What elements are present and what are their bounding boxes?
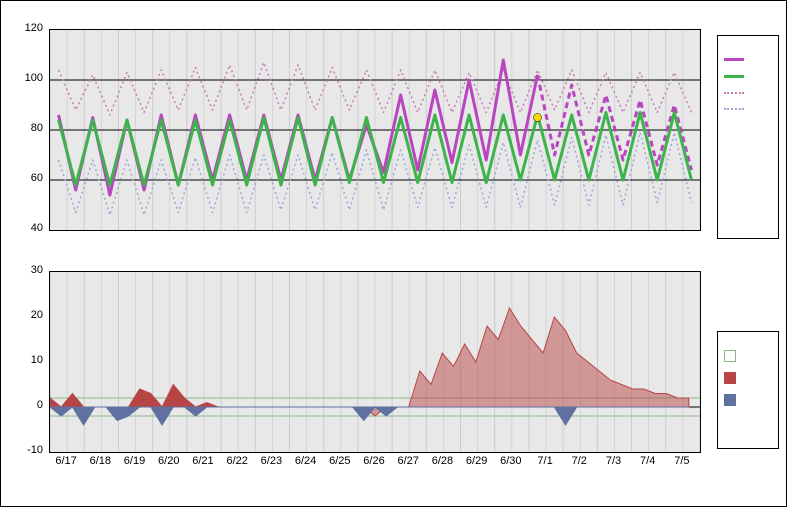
x-tick: 6/20 — [158, 455, 179, 467]
x-tick: 6/24 — [295, 455, 316, 467]
bottom-y-tick: 20 — [21, 309, 43, 321]
x-tick: 6/28 — [432, 455, 453, 467]
x-tick: 6/27 — [397, 455, 418, 467]
top-chart-wrapper — [49, 29, 701, 231]
top-legend — [717, 35, 779, 239]
top-y-tick: 60 — [21, 172, 43, 184]
x-tick: 7/3 — [606, 455, 621, 467]
x-tick: 7/1 — [537, 455, 552, 467]
top-y-tick: 120 — [21, 22, 43, 34]
legend-item — [724, 75, 772, 78]
legend-item — [724, 350, 772, 362]
top-y-tick: 40 — [21, 222, 43, 234]
legend-swatch — [724, 75, 744, 78]
x-tick: 6/22 — [226, 455, 247, 467]
x-tick: 6/26 — [363, 455, 384, 467]
bottom-y-tick: 0 — [21, 399, 43, 411]
bottom-y-tick: -10 — [21, 444, 43, 456]
legend-swatch — [724, 108, 744, 110]
bottom-chart-wrapper — [49, 271, 701, 453]
x-tick: 6/29 — [466, 455, 487, 467]
chart-container: 40 60 80 100 120 -10 0 10 20 30 6/17 6/18 6/19 6/20… — [0, 0, 787, 507]
x-tick: 6/30 — [500, 455, 521, 467]
legend-swatch — [724, 92, 744, 94]
legend-item — [724, 92, 772, 94]
x-tick: 6/23 — [261, 455, 282, 467]
top-y-tick: 80 — [21, 122, 43, 134]
x-tick: 6/18 — [90, 455, 111, 467]
x-tick: 7/5 — [674, 455, 689, 467]
legend-swatch — [724, 372, 736, 384]
bottom-legend — [717, 331, 779, 449]
x-tick: 6/19 — [124, 455, 145, 467]
bottom-y-tick: 30 — [21, 264, 43, 276]
x-tick: 7/4 — [640, 455, 655, 467]
legend-item — [724, 372, 772, 384]
legend-swatch — [724, 58, 744, 61]
legend-item — [724, 394, 772, 406]
legend-item — [724, 58, 772, 61]
legend-swatch — [724, 394, 736, 406]
legend-item — [724, 108, 772, 110]
x-tick: 6/25 — [329, 455, 350, 467]
x-tick: 7/2 — [572, 455, 587, 467]
bottom-chart-svg — [50, 272, 700, 452]
x-tick: 6/17 — [55, 455, 76, 467]
x-tick: 6/21 — [192, 455, 213, 467]
top-chart-svg — [50, 30, 700, 230]
bottom-plot-area — [49, 271, 701, 453]
bottom-y-tick: 10 — [21, 354, 43, 366]
legend-swatch — [724, 350, 736, 362]
top-plot-area — [49, 29, 701, 231]
top-y-tick: 100 — [21, 72, 43, 84]
